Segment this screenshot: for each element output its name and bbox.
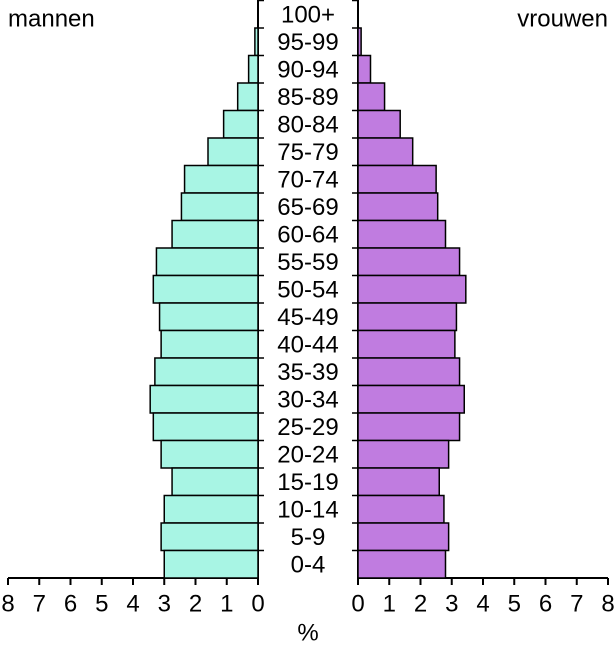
bar [155,247,259,277]
bar [183,164,259,194]
x-tick-label: 0 [251,590,264,617]
x-axis-label: % [297,619,318,646]
x-tick-label: 4 [476,590,489,617]
bar [357,467,440,497]
x-tick-label: 3 [445,590,458,617]
age-label: 30-34 [277,387,338,414]
x-tick-label: 2 [189,590,202,617]
bar [357,27,362,57]
bar [154,357,259,387]
x-tick-label: 5 [95,590,108,617]
bar [180,192,259,222]
x-tick-label: 6 [64,590,77,617]
bar [149,384,259,414]
age-label: 45-49 [277,304,338,331]
bar [357,274,467,304]
age-label: 60-64 [277,222,338,249]
age-label: 75-79 [277,139,338,166]
bar [152,412,259,442]
bar [158,302,259,332]
bar [357,357,461,387]
bar [357,137,414,167]
x-tick-label: 7 [570,590,583,617]
bar [357,219,447,249]
age-label: 65-69 [277,194,338,221]
left-series-label: mannen [8,5,95,32]
bar [357,302,458,332]
x-tick-label: 8 [601,590,614,617]
age-label: 90-94 [277,57,338,84]
bar [163,549,259,579]
bar [254,27,259,57]
bar [357,439,450,469]
bar [163,494,259,524]
bar [357,494,445,524]
age-label: 5-9 [291,524,326,551]
x-tick-label: 1 [383,590,396,617]
bar [357,54,372,84]
bar [357,412,461,442]
right-series-label: vrouwen [517,5,608,32]
bar [247,54,259,84]
age-label: 25-29 [277,414,338,441]
bar [357,384,465,414]
bar [357,247,461,277]
age-label: 50-54 [277,277,338,304]
bar [160,522,259,552]
x-tick-label: 3 [158,590,171,617]
age-label: 15-19 [277,469,338,496]
age-label: 95-99 [277,29,338,56]
age-label: 10-14 [277,497,338,524]
bar [357,522,450,552]
bar [357,109,401,139]
age-label: 85-89 [277,84,338,111]
bar [160,439,259,469]
x-tick-label: 6 [539,590,552,617]
x-tick-label: 0 [351,590,364,617]
bar [357,329,456,359]
age-label: 55-59 [277,249,338,276]
x-tick-label: 1 [220,590,233,617]
bar [171,467,259,497]
bar [236,82,259,112]
bar [357,164,437,194]
bar [357,82,386,112]
x-tick-label: 7 [33,590,46,617]
age-label: 0-4 [291,552,326,579]
bar [357,192,439,222]
age-label: 70-74 [277,167,338,194]
bar [152,274,259,304]
age-label: 20-24 [277,442,338,469]
x-tick-label: 4 [126,590,139,617]
bar [357,549,447,579]
age-label: 35-39 [277,359,338,386]
x-tick-label: 5 [508,590,521,617]
bar [160,329,259,359]
bar [222,109,259,139]
bar [207,137,259,167]
x-tick-label: 2 [414,590,427,617]
age-label: 100+ [281,2,335,29]
x-tick-label: 8 [1,590,14,617]
bar [171,219,259,249]
age-label: 40-44 [277,332,338,359]
age-label: 80-84 [277,112,338,139]
